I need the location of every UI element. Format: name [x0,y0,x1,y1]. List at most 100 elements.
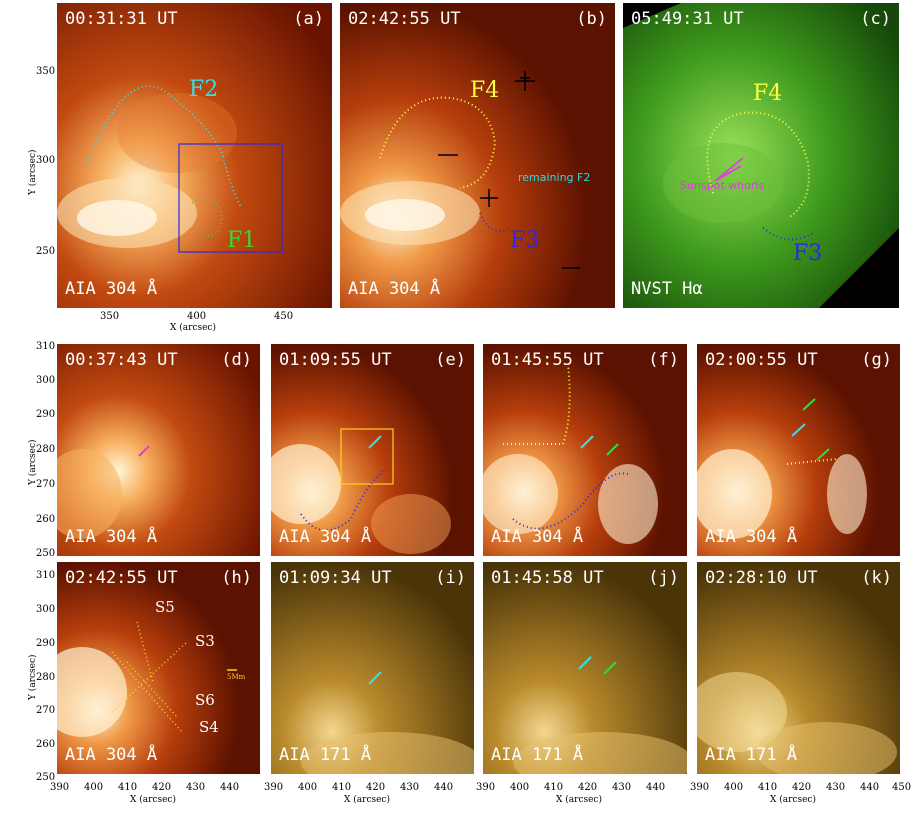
panel-b-time: 02:42:55 UT [348,9,461,29]
panel-d-time: 00:37:43 UT [65,350,178,370]
panel-e-image [271,344,474,556]
x-tick: 450 [892,782,912,793]
label-f3: F3 [510,228,540,253]
mid-y-tick-250: 250 [36,548,56,559]
top-y-tick-300: 300 [36,155,56,166]
panel-h-time: 02:42:55 UT [65,568,178,588]
panel-g-time: 02:00:55 UT [705,350,818,370]
panel-f: 01:45:55 UT (f) AIA 304 Å [483,344,687,556]
x-tick: 390 [264,782,284,793]
panel-c-instrument: NVST Hα [631,279,703,299]
panel-j-image [483,562,687,774]
panel-f-time: 01:45:55 UT [491,350,604,370]
label-f4-c: F4 [753,81,783,106]
panel-h: 02:42:55 UT (h) AIA 304 Å S5 S3 S6 S4 5M… [57,562,260,774]
bot-y-tick-270: 270 [36,705,56,716]
label-f2: F2 [189,77,219,102]
panel-e-instrument: AIA 304 Å [279,527,372,547]
panel-i-tag: (i) [435,568,466,588]
bot-x-label-k: X (arcsec) [770,795,816,805]
mid-y-tick-310: 310 [36,341,56,352]
bot-y-tick-290: 290 [36,638,56,649]
mid-y-tick-300: 300 [36,375,56,386]
panel-a-time: 00:31:31 UT [65,9,178,29]
panel-f-instrument: AIA 304 Å [491,527,584,547]
bot-x-label-h: X (arcsec) [130,795,176,805]
panel-a: 00:31:31 UT (a) AIA 304 Å F2 F1 [57,3,332,308]
x-tick: 400 [724,782,744,793]
panel-f-image [483,344,687,556]
panel-i-image [271,562,474,774]
x-tick: 430 [826,782,846,793]
panel-a-instrument: AIA 304 Å [65,279,158,299]
panel-k-tag: (k) [861,568,892,588]
bot-y-tick-260: 260 [36,739,56,750]
x-tick: 410 [118,782,138,793]
panel-g-instrument: AIA 304 Å [705,527,798,547]
label-remaining-f2: remaining F2 [518,171,591,184]
panel-i: 01:09:34 UT (i) AIA 171 Å [271,562,474,774]
bot-x-label-i: X (arcsec) [344,795,390,805]
x-tick: 410 [758,782,778,793]
panel-e-time: 01:09:55 UT [279,350,392,370]
bot-y-tick-310: 310 [36,570,56,581]
panel-d-image [57,344,260,556]
panel-f-tag: (f) [648,350,679,370]
x-tick: 440 [860,782,880,793]
panel-h-instrument: AIA 304 Å [65,745,158,765]
mid-y-tick-270: 270 [36,479,56,490]
panel-c: 05:49:31 UT (c) NVST Hα F4 F3 Sunspot wh… [623,3,899,308]
x-tick: 400 [510,782,530,793]
x-tick: 400 [84,782,104,793]
mid-y-tick-290: 290 [36,409,56,420]
panel-g-tag: (g) [861,350,892,370]
panel-j: 01:45:58 UT (j) AIA 171 Å [483,562,687,774]
panel-a-image [57,3,332,308]
panel-c-tag: (c) [860,9,891,29]
x-tick: 390 [476,782,496,793]
bot-y-tick-250: 250 [36,772,56,783]
label-f3-c: F3 [793,241,823,266]
panel-i-time: 01:09:34 UT [279,568,392,588]
label-sunspot-whorls: Sunspot whorls [680,179,765,192]
panel-k-image [697,562,900,774]
panel-k: 02:28:10 UT (k) AIA 171 Å [697,562,900,774]
label-f1: F1 [227,228,257,253]
panel-d-tag: (d) [221,350,252,370]
panel-b: 02:42:55 UT (b) AIA 304 Å F4 F3 remainin… [340,3,615,308]
x-tick: 390 [690,782,710,793]
panel-g-image [697,344,900,556]
panel-g: 02:00:55 UT (g) AIA 304 Å [697,344,900,556]
mid-y-tick-260: 260 [36,514,56,525]
label-s3: S3 [195,632,215,650]
x-tick: 430 [612,782,632,793]
x-tick: 440 [434,782,454,793]
x-tick: 440 [220,782,240,793]
bot-y-tick-280: 280 [36,672,56,683]
top-x-tick-350: 350 [100,311,120,322]
panel-b-tag: (b) [576,9,607,29]
panel-j-time: 01:45:58 UT [491,568,604,588]
x-tick: 400 [298,782,318,793]
x-tick: 420 [578,782,598,793]
label-f4: F4 [470,78,500,103]
panel-k-time: 02:28:10 UT [705,568,818,588]
panel-h-tag: (h) [221,568,252,588]
label-scale: 5Mm [227,673,246,681]
panel-c-time: 05:49:31 UT [631,9,744,29]
panel-a-tag: (a) [293,9,324,29]
panel-d-instrument: AIA 304 Å [65,527,158,547]
x-tick: 430 [186,782,206,793]
panel-h-image [57,562,260,774]
panel-d: 00:37:43 UT (d) AIA 304 Å [57,344,260,556]
label-s6: S6 [195,691,215,709]
panel-b-image [340,3,615,308]
panel-k-instrument: AIA 171 Å [705,745,798,765]
top-x-tick-400: 400 [187,311,207,322]
panel-j-tag: (j) [648,568,679,588]
x-tick: 390 [50,782,70,793]
x-tick: 410 [332,782,352,793]
panel-e-tag: (e) [435,350,466,370]
top-y-tick-250: 250 [36,246,56,257]
x-tick: 410 [544,782,564,793]
